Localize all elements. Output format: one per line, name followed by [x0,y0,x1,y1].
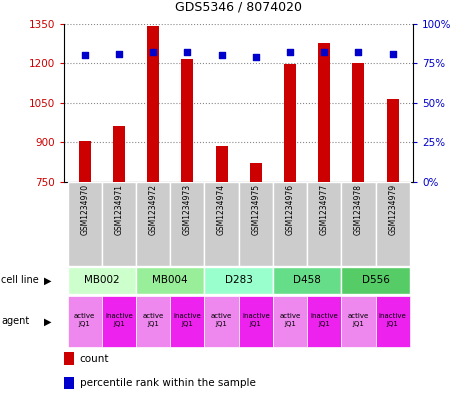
Bar [64,352,74,365]
Bar [216,146,228,182]
Bar [352,63,364,182]
Bar [342,267,410,294]
Bar [205,182,238,266]
Text: GSM1234976: GSM1234976 [285,184,294,235]
Bar [307,296,342,347]
Point [286,49,294,55]
Text: GSM1234972: GSM1234972 [149,184,158,235]
Text: active
JQ1: active JQ1 [142,314,164,327]
Text: cell line: cell line [1,275,38,285]
Point [81,52,88,58]
Bar [273,182,307,266]
Bar [250,163,262,182]
Text: D556: D556 [361,275,390,285]
Text: ▶: ▶ [44,275,51,285]
Point [149,49,157,55]
Text: MB004: MB004 [152,275,188,285]
Bar [342,296,376,347]
Text: GSM1234977: GSM1234977 [320,184,329,235]
Bar [79,141,91,182]
Bar [113,126,125,182]
Point [389,50,397,57]
Text: GSM1234974: GSM1234974 [217,184,226,235]
Point [252,53,260,60]
Bar [205,296,238,347]
Bar [136,267,204,294]
Bar [376,182,410,266]
Text: active
JQ1: active JQ1 [279,314,301,327]
Bar [273,267,342,294]
Bar [136,296,170,347]
Bar [67,267,136,294]
Text: inactive
JQ1: inactive JQ1 [310,314,338,327]
Bar [170,296,204,347]
Text: count: count [80,354,109,364]
Text: GSM1234973: GSM1234973 [183,184,192,235]
Text: D283: D283 [225,275,253,285]
Point [115,50,123,57]
Bar [273,296,307,347]
Text: active
JQ1: active JQ1 [74,314,95,327]
Text: percentile rank within the sample: percentile rank within the sample [80,378,256,388]
Text: GSM1234970: GSM1234970 [80,184,89,235]
Text: ▶: ▶ [44,316,51,326]
Bar [387,99,399,182]
Bar [205,267,273,294]
Text: active
JQ1: active JQ1 [348,314,369,327]
Text: agent: agent [1,316,29,326]
Bar [102,182,136,266]
Bar [102,296,136,347]
Point [183,49,191,55]
Bar [67,296,102,347]
Bar [376,296,410,347]
Bar [239,182,273,266]
Text: inactive
JQ1: inactive JQ1 [379,314,407,327]
Text: GSM1234971: GSM1234971 [114,184,124,235]
Bar [136,182,170,266]
Text: GSM1234978: GSM1234978 [354,184,363,235]
Bar [67,182,102,266]
Text: GDS5346 / 8074020: GDS5346 / 8074020 [175,1,302,14]
Bar [239,296,273,347]
Bar [170,182,204,266]
Bar [284,64,296,182]
Text: GSM1234975: GSM1234975 [251,184,260,235]
Bar [318,43,330,182]
Text: D458: D458 [293,275,321,285]
Text: inactive
JQ1: inactive JQ1 [105,314,133,327]
Text: GSM1234979: GSM1234979 [388,184,397,235]
Bar [307,182,342,266]
Text: inactive
JQ1: inactive JQ1 [173,314,201,327]
Text: active
JQ1: active JQ1 [211,314,232,327]
Point [355,49,362,55]
Point [218,52,225,58]
Bar [181,59,193,182]
Text: inactive
JQ1: inactive JQ1 [242,314,270,327]
Bar [64,377,74,389]
Bar [342,182,376,266]
Bar [147,26,159,182]
Text: MB002: MB002 [84,275,120,285]
Point [321,49,328,55]
